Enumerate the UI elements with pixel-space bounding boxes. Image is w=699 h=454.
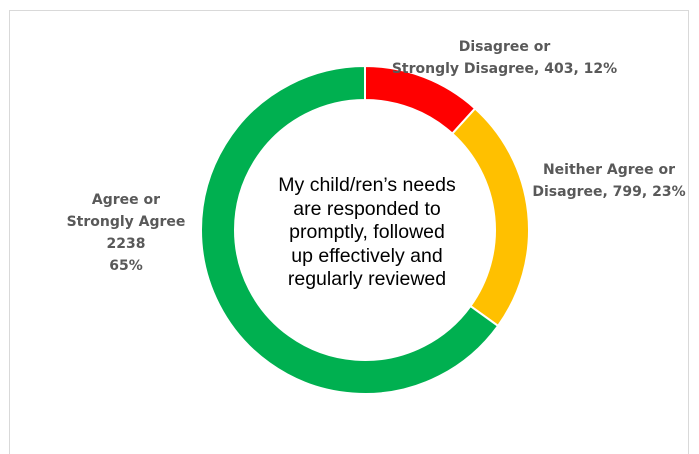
data-label-agree: Agree or Strongly Agree 2238 65% xyxy=(62,189,190,277)
donut-center-title: My child/ren’s needs are responded to pr… xyxy=(256,174,478,292)
donut-center-title-line: My child/ren’s needs xyxy=(278,174,456,196)
donut-center-title-line: promptly, followed xyxy=(289,221,445,243)
data-label-agree-line: Strongly Agree xyxy=(66,214,186,230)
data-label-neither-line: Disagree, 799, 23% xyxy=(532,184,686,200)
data-label-agree-line: Agree or xyxy=(91,192,161,208)
chart-frame xyxy=(9,10,689,454)
data-label-neither-line: Neither Agree or xyxy=(542,162,676,178)
data-label-disagree: Disagree or Strongly Disagree, 403, 12% xyxy=(382,36,627,80)
data-label-agree-line: 2238 xyxy=(106,236,146,252)
data-label-neither: Neither Agree or Disagree, 799, 23% xyxy=(523,159,695,203)
data-label-disagree-line: Disagree or xyxy=(458,39,551,55)
donut-center-title-line: are responded to xyxy=(293,197,441,220)
donut-center-title-line: regularly reviewed xyxy=(287,268,447,290)
donut-center-title-line: up effectively and xyxy=(291,244,443,267)
data-label-agree-line: 65% xyxy=(109,258,143,274)
donut-slice-agree xyxy=(200,64,500,395)
data-label-disagree-line: Strongly Disagree, 403, 12% xyxy=(391,61,618,77)
